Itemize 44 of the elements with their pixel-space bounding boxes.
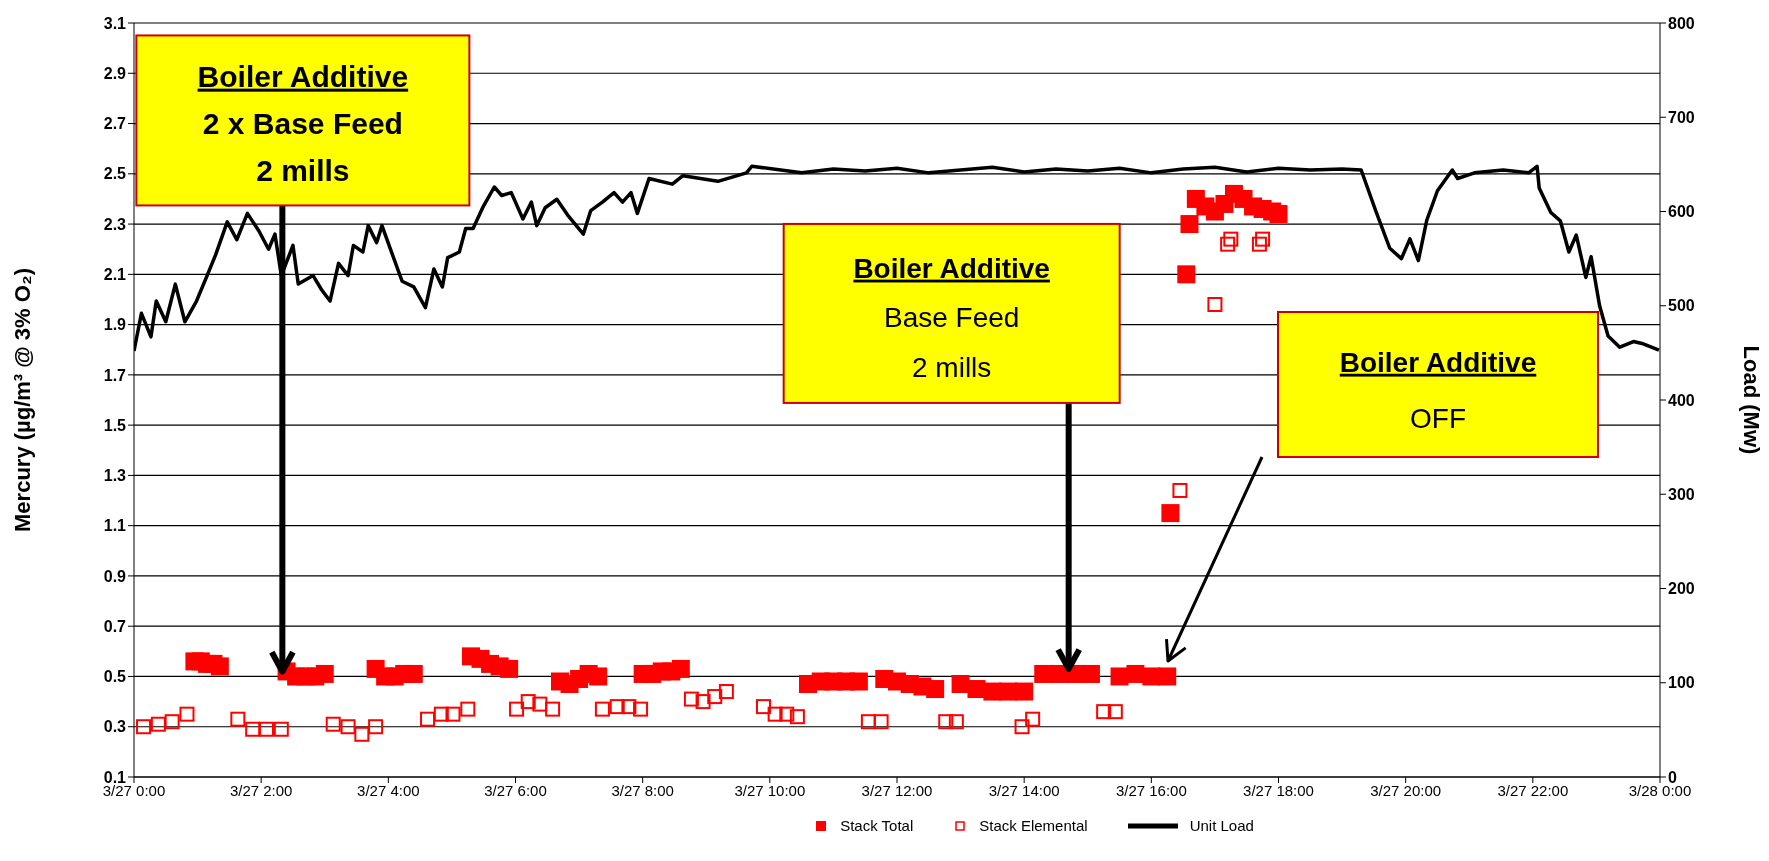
legend-label: Stack Total [840,817,914,834]
y2-tick-label: 500 [1668,297,1695,315]
y2-tick-label: 800 [1668,14,1695,32]
y-tick-label: 1.7 [103,366,127,384]
y2-tick-label: 100 [1668,674,1695,692]
y-axis-title: Mercury (µg/m³ @ 3% O₂) [9,268,35,532]
y-tick-label: 1.1 [103,517,127,535]
y-tick-label: 3.1 [103,14,127,32]
y-tick-label: 2.7 [103,115,127,133]
y2-tick-label: 300 [1668,485,1695,503]
y2-axis-title: Load (Mw) [1739,345,1765,455]
y-tick-label: 0.5 [103,668,127,686]
x-tick-label: 3/27 2:00 [229,781,293,799]
x-tick-label: 3/27 22:00 [1497,781,1569,799]
y-tick-label: 0.3 [103,718,127,736]
y-tick-label: 0.9 [103,567,127,585]
x-tick-label: 3/27 16:00 [1115,781,1187,799]
y-tick-label: 2.5 [103,165,127,183]
y-tick-label: 0.1 [103,768,127,786]
y2-tick-label: 600 [1668,203,1695,221]
y2-tick-label: 0 [1668,768,1677,786]
annotation: Boiler Additive 2 x Base Feed 2 mills [197,59,409,188]
x-tick-label: 3/27 12:00 [861,781,933,799]
legend-label: Unit Load [1189,817,1254,834]
y-tick-label: 2.9 [103,64,127,82]
y-tick-label: 2.1 [103,266,127,284]
x-tick-label: 3/27 10:00 [734,781,806,799]
x-tick-label: 3/27 14:00 [988,781,1060,799]
y-tick-label: 1.3 [103,467,127,485]
x-tick-label: 3/27 18:00 [1243,781,1314,799]
x-tick-label: 3/27 6:00 [484,781,547,799]
y-tick-label: 0.7 [103,617,127,635]
y2-tick-label: 700 [1668,108,1695,126]
y2-tick-label: 200 [1668,580,1695,598]
x-tick-label: 3/27 4:00 [357,781,420,799]
y-tick-label: 1.9 [103,316,127,334]
annotation: Boiler Additive Base Feed 2 mills [853,252,1050,384]
x-tick-label: 3/27 20:00 [1370,781,1442,799]
annotation: Boiler Additive OFF [1339,346,1537,434]
legend-label: Stack Elemental [979,817,1088,834]
y-tick-label: 2.3 [103,215,127,233]
y-tick-label: 1.5 [103,416,127,434]
y2-tick-label: 400 [1668,391,1695,409]
x-tick-label: 3/27 8:00 [611,781,674,799]
